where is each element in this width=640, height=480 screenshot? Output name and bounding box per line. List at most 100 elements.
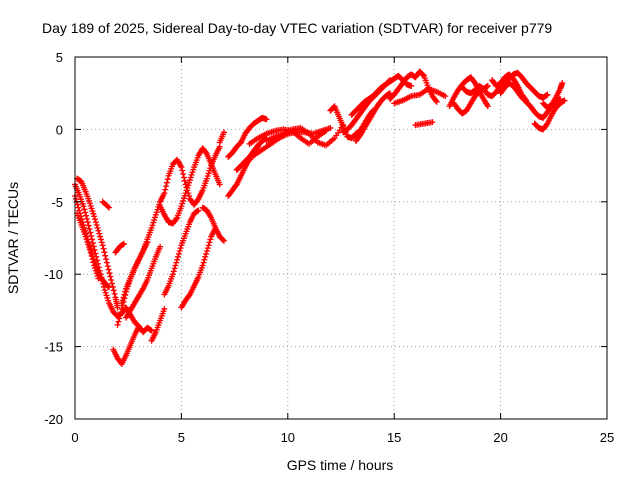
data-point — [96, 230, 103, 237]
series-3 — [74, 210, 102, 282]
data-point — [72, 195, 79, 202]
data-point — [561, 97, 568, 104]
y-tick-label: -15 — [44, 340, 63, 355]
data-point — [173, 215, 180, 222]
series-10 — [148, 305, 168, 344]
data-point — [173, 259, 180, 266]
data-point — [74, 201, 81, 208]
data-point — [433, 98, 440, 105]
data-point — [91, 213, 98, 220]
data-point — [105, 266, 112, 273]
data-point — [99, 242, 106, 249]
data-point — [87, 249, 94, 256]
series-4 — [99, 198, 113, 211]
data-point — [442, 93, 449, 100]
data-point — [186, 193, 193, 200]
grid-lines — [75, 57, 607, 419]
data-point — [408, 82, 415, 89]
data-point — [180, 174, 187, 181]
data-point — [84, 219, 91, 226]
data-point — [103, 256, 110, 263]
series-2 — [74, 175, 121, 311]
data-point — [92, 216, 99, 223]
data-point — [183, 184, 190, 191]
series-35 — [531, 97, 568, 133]
data-point — [220, 237, 227, 244]
x-tick-label: 20 — [493, 430, 507, 445]
series-13 — [161, 207, 202, 298]
y-tick-label: 0 — [56, 122, 63, 137]
data-point — [184, 187, 191, 194]
data-point — [117, 312, 124, 319]
series-23 — [327, 103, 376, 142]
data-point — [169, 271, 176, 278]
data-point — [429, 119, 436, 126]
chart-title: Day 189 of 2025, Sidereal Day-to-day VTE… — [42, 20, 552, 36]
series-15 — [199, 204, 227, 244]
data-point — [110, 287, 117, 294]
data-point — [181, 177, 188, 184]
data-point — [164, 176, 171, 183]
data-point — [82, 209, 89, 216]
data-point — [174, 256, 181, 263]
data-point — [97, 233, 104, 240]
data-point — [177, 245, 184, 252]
y-tick-label: -5 — [51, 195, 63, 210]
data-point — [109, 280, 116, 287]
y-axis-label: SDTVAR / TECUs — [5, 182, 21, 294]
x-tick-label: 15 — [387, 430, 401, 445]
axis-ticks: 0 5 10 15 20 25 5 0 -5 -10 -15 -20 — [44, 50, 614, 445]
series-32 — [459, 69, 551, 101]
y-tick-label: -20 — [44, 412, 63, 427]
data-point — [114, 304, 121, 311]
data-point — [182, 181, 189, 188]
data-points — [72, 68, 568, 367]
data-point — [106, 204, 113, 211]
data-point — [162, 186, 169, 193]
data-point — [170, 268, 177, 275]
data-point — [216, 181, 223, 188]
data-point — [161, 190, 168, 197]
data-point — [100, 245, 107, 252]
data-point — [87, 229, 94, 236]
data-point — [203, 248, 210, 255]
data-point — [104, 203, 111, 210]
data-point — [98, 239, 105, 246]
data-point — [93, 221, 100, 228]
data-point — [116, 315, 123, 322]
data-point — [121, 295, 128, 302]
series-36 — [540, 80, 566, 111]
data-point — [559, 80, 566, 87]
data-point — [202, 253, 209, 260]
data-point — [201, 256, 208, 263]
data-point — [203, 250, 210, 257]
data-point — [200, 259, 207, 266]
data-point — [386, 90, 393, 97]
data-point — [220, 129, 227, 136]
data-point — [83, 215, 90, 222]
data-point — [185, 190, 192, 197]
data-point — [104, 263, 111, 270]
series-31 — [450, 82, 491, 117]
data-point — [108, 276, 115, 283]
series-16 — [216, 129, 227, 146]
data-point — [107, 273, 114, 280]
data-point — [111, 290, 118, 297]
series-5 — [112, 240, 127, 256]
data-point — [109, 283, 116, 290]
series-26 — [348, 72, 415, 118]
data-point — [102, 252, 109, 259]
series-29 — [412, 119, 436, 129]
data-point — [81, 206, 88, 213]
data-point — [89, 256, 96, 263]
data-point — [144, 239, 151, 246]
series-27 — [386, 68, 440, 105]
series-8 — [114, 239, 151, 328]
data-point — [103, 259, 110, 266]
data-point — [106, 270, 113, 277]
data-point — [175, 250, 182, 257]
data-point — [148, 327, 155, 334]
x-tick-label: 25 — [600, 430, 614, 445]
series-12 — [157, 143, 223, 208]
